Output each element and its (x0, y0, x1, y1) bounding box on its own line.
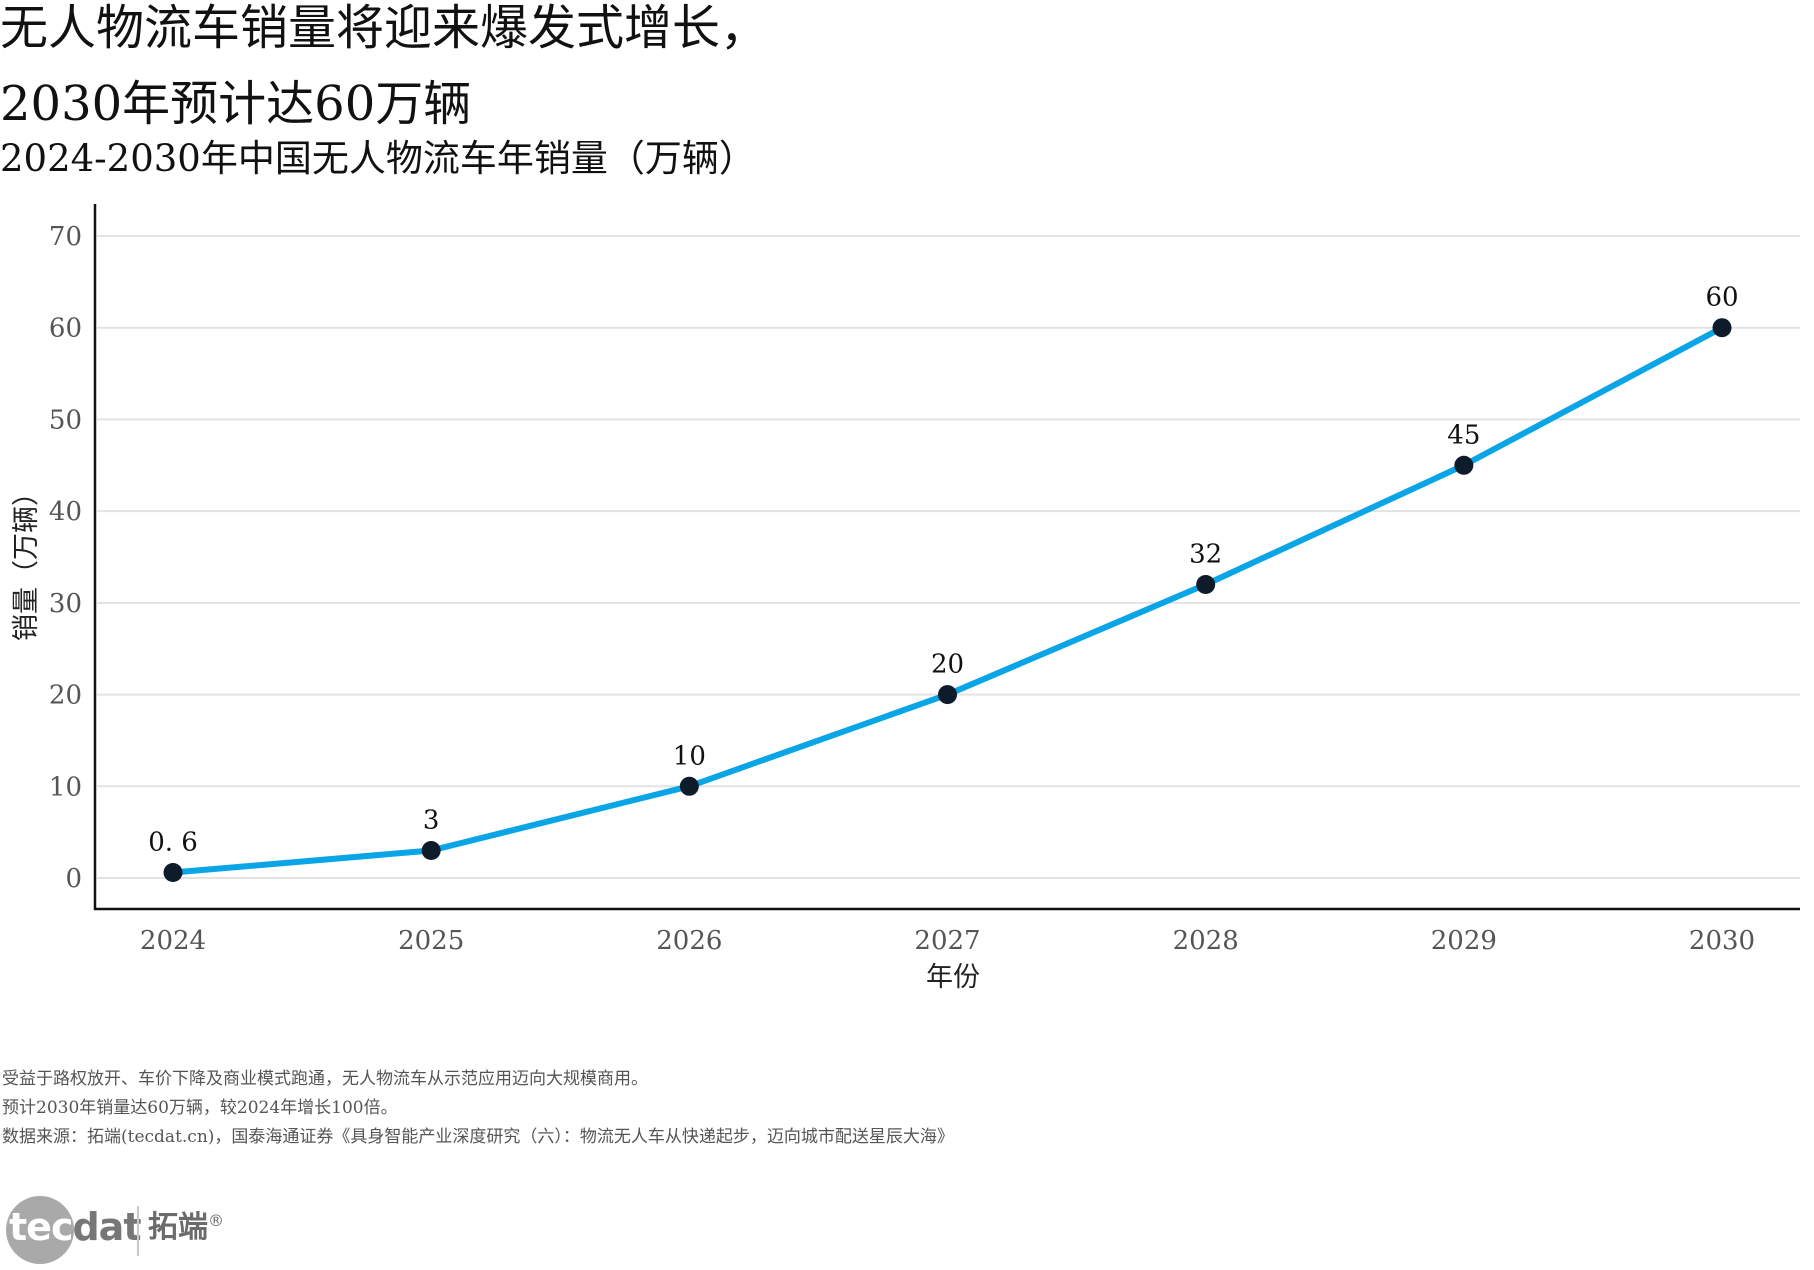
data-label: 45 (1447, 420, 1480, 450)
chart-title-line-1: 无人物流车销量将迎来爆发式增长， (0, 0, 769, 56)
x-tick-label: 2028 (1173, 926, 1239, 956)
logo-wordmark: tecdat (9, 1205, 141, 1249)
data-label: 3 (423, 805, 440, 835)
logo-circle-icon (6, 1196, 74, 1264)
footer-note-1: 受益于路权放开、车价下降及商业模式跑通，无人物流车从示范应用迈向大规模商用。 (2, 1069, 648, 1089)
data-point-marker (421, 840, 441, 860)
data-label: 0. 6 (148, 827, 198, 857)
data-label: 20 (931, 650, 964, 680)
data-point-marker (938, 685, 958, 705)
y-tick-label: 60 (49, 314, 82, 344)
chart-title-line-2: 2030年预计达60万辆 (0, 76, 472, 132)
series-line (170, 324, 1726, 876)
y-tick-label: 50 (49, 405, 82, 435)
y-tick-label: 70 (49, 222, 82, 252)
data-labels: 0. 6 3 10 20 32 45 60 (148, 283, 1738, 858)
x-tick-label: 2029 (1431, 926, 1497, 956)
data-label: 60 (1705, 283, 1738, 313)
x-tick-label: 2027 (914, 926, 980, 956)
y-tick-label: 30 (49, 589, 82, 619)
y-axis-title: 销量（万辆） (11, 479, 42, 641)
gridlines (97, 235, 1800, 879)
data-point-marker (163, 862, 183, 882)
data-markers (163, 318, 1732, 882)
y-tick-label: 40 (49, 497, 82, 527)
logo-divider (137, 1206, 139, 1256)
x-axis-title: 年份 (926, 962, 980, 993)
registered-mark-icon: ® (208, 1211, 224, 1230)
x-axis-ticks: 2024 2025 2026 2027 2028 2029 2030 (140, 926, 1755, 956)
x-tick-label: 2024 (140, 926, 206, 956)
data-label: 10 (673, 741, 706, 771)
tecdat-logo: tecdat 拓端® (6, 1196, 246, 1266)
data-point-marker (1196, 575, 1216, 595)
logo-chinese-name: 拓端® (148, 1210, 224, 1245)
x-tick-label: 2026 (656, 926, 722, 956)
footer-note-2: 预计2030年销量达60万辆，较2024年增长100倍。 (2, 1098, 398, 1118)
data-label: 32 (1189, 540, 1222, 570)
y-tick-label: 10 (49, 772, 82, 802)
data-point-marker (1712, 318, 1732, 338)
y-tick-label: 20 (49, 681, 82, 711)
data-point-marker (1454, 455, 1474, 475)
footer-source: 数据来源：拓端(tecdat.cn)，国泰海通证券《具身智能产业深度研究（六）：… (2, 1127, 954, 1147)
y-tick-label: 0 (65, 864, 82, 894)
y-axis-ticks: 0 10 20 30 40 50 60 70 (49, 222, 82, 894)
x-tick-label: 2030 (1689, 926, 1755, 956)
x-tick-label: 2025 (398, 926, 464, 956)
data-point-marker (679, 776, 699, 796)
chart-subtitle: 2024-2030年中国无人物流车年销量（万辆） (0, 137, 756, 180)
